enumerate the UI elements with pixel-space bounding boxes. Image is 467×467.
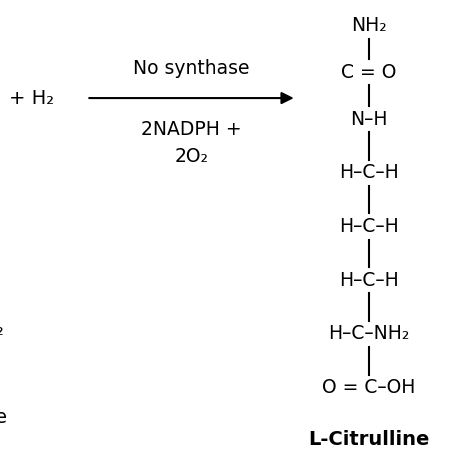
Text: O = C–OH: O = C–OH bbox=[322, 378, 416, 397]
Text: H–C–H: H–C–H bbox=[339, 271, 399, 290]
Text: No synthase: No synthase bbox=[133, 59, 250, 78]
Text: H–C–H: H–C–H bbox=[339, 163, 399, 182]
Text: L-Citrulline: L-Citrulline bbox=[308, 431, 430, 449]
Text: e: e bbox=[0, 409, 7, 427]
Text: H–C–NH₂: H–C–NH₂ bbox=[328, 325, 410, 343]
Text: ₂: ₂ bbox=[0, 320, 3, 339]
Text: NH₂: NH₂ bbox=[351, 16, 387, 35]
Text: + H₂: + H₂ bbox=[9, 89, 55, 107]
Text: l: l bbox=[0, 367, 1, 385]
Text: N–H: N–H bbox=[350, 110, 388, 128]
Text: H–C–H: H–C–H bbox=[339, 217, 399, 236]
Text: 2O₂: 2O₂ bbox=[175, 147, 208, 166]
Text: 2NADPH +: 2NADPH + bbox=[141, 120, 242, 140]
Text: C = O: C = O bbox=[341, 63, 396, 82]
